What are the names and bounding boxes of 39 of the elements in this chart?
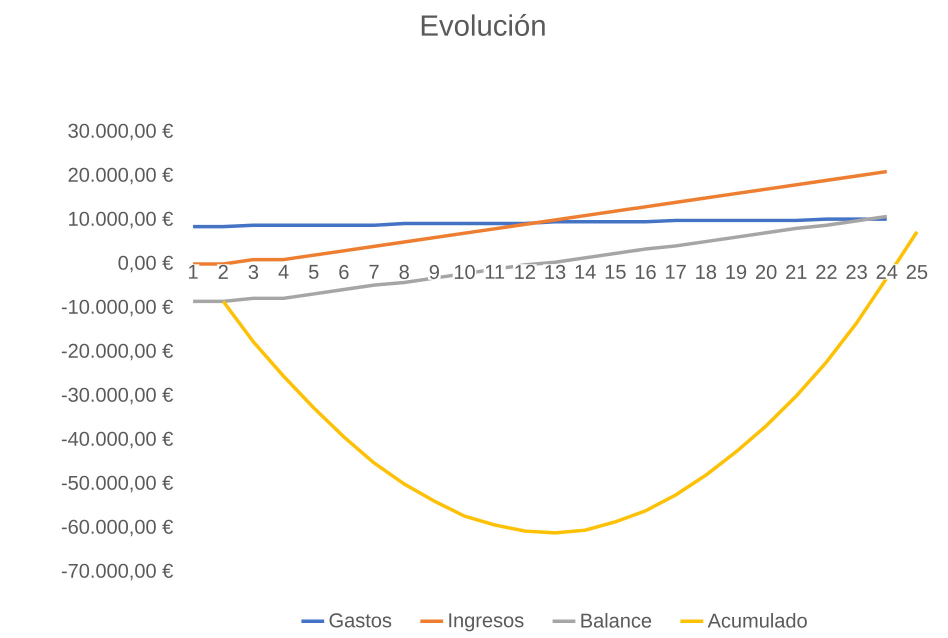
y-tick-label: -50.000,00 € <box>62 476 173 492</box>
x-tick-label: 20 <box>756 264 776 280</box>
x-tick-label: 18 <box>696 264 716 280</box>
x-tick-label: 6 <box>339 264 349 280</box>
x-tick-label: 4 <box>278 264 289 279</box>
x-tick-label: 3 <box>248 264 258 280</box>
x-tick-label: 2 <box>218 264 228 279</box>
x-tick-label: 1 <box>189 264 198 279</box>
x-tick-label: 8 <box>400 264 409 280</box>
x-tick-label: 23 <box>846 264 867 280</box>
x-tick-label: 5 <box>308 264 318 279</box>
x-tick-label: 21 <box>786 264 806 279</box>
x-tick-label: 9 <box>430 264 439 280</box>
y-tick-label: -30.000,00 € <box>62 388 173 404</box>
y-tick-label: -10.000,00 € <box>62 300 173 316</box>
y-tick-label: 20.000,00 € <box>68 168 173 184</box>
y-tick-label: -40.000,00 € <box>62 432 173 448</box>
legend-label: Acumulado <box>708 613 807 628</box>
legend-label: Balance <box>581 613 652 628</box>
y-tick-label: -20.000,00 € <box>62 344 173 360</box>
legend-label: Ingresos <box>449 613 524 632</box>
y-tick-label: 0,00 € <box>118 256 173 272</box>
x-tick-label: 15 <box>606 264 626 279</box>
x-tick-label: 22 <box>816 264 837 279</box>
x-tick-label: 13 <box>545 264 566 280</box>
y-tick-label: 10.000,00 € <box>69 212 173 228</box>
x-tick-label: 25 <box>906 264 928 280</box>
y-tick-label: -60.000,00 € <box>62 520 173 536</box>
x-tick-label: 24 <box>876 264 898 279</box>
x-tick-label: 17 <box>666 264 686 279</box>
chart-title: Evolución <box>422 14 545 36</box>
legend-label: Gastos <box>330 613 392 628</box>
y-tick-label: -70.000,00 € <box>62 564 173 580</box>
x-tick-label: 12 <box>515 264 535 279</box>
x-tick-label: 14 <box>576 264 596 279</box>
y-tick-label: 30.000,00 € <box>68 124 173 140</box>
x-tick-label: 16 <box>636 264 656 280</box>
x-tick-label: 7 <box>370 264 379 279</box>
x-tick-label: 19 <box>726 264 746 280</box>
